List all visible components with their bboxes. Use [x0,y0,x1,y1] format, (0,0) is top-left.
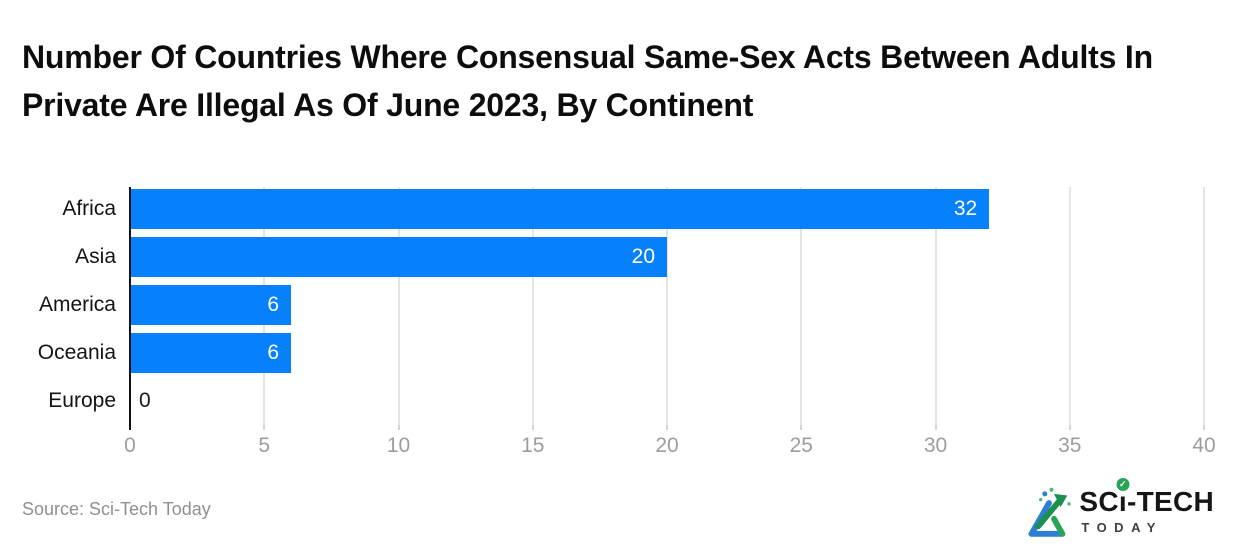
x-axis-tick-mark [934,425,937,430]
gridline [531,187,534,425]
bar-row: 20 [130,237,1204,277]
x-axis-tick-mark [531,425,534,430]
check-icon: ✓ [1116,478,1130,491]
bar [130,189,990,229]
logo-tagline: TODAY [1081,520,1163,535]
x-axis-tick-label: 10 [386,434,411,457]
x-axis-tick-label: 40 [1192,434,1216,457]
bar-value-label: 0 [139,389,151,412]
logo-text: SC ı ✓ -TECH TODAY [1079,478,1214,535]
scitech-today-logo: SC ı ✓ -TECH TODAY [1024,478,1214,540]
logo-triangle-icon [1028,487,1072,537]
bar [130,237,667,277]
source-text: Source: Sci-Tech Today [22,499,211,519]
gridline [934,187,937,425]
gridline [800,187,803,425]
bar-row: 32 [130,189,1204,229]
x-axis-tick-label: 30 [923,434,948,457]
x-axis-tick-label: 20 [655,434,679,457]
gridline [1203,187,1205,425]
bar-row: 6 [130,333,1204,373]
x-axis-tick-mark [263,425,266,430]
logo-wordmark-sc: SC [1079,486,1119,517]
y-axis-label: America [38,293,116,316]
y-axis-label: Oceania [37,341,116,364]
bar-value-label: 6 [267,293,280,316]
bar-value-label: 32 [953,197,978,220]
logo-wordmark: SC ı ✓ -TECH [1079,478,1214,517]
logo-wordmark-tech: -TECH [1126,486,1214,517]
x-axis-tick-label: 15 [521,434,545,457]
y-axis-line [129,187,131,430]
x-axis-tick-mark [800,425,803,430]
bar-value-label: 6 [267,341,280,364]
chart-title: Number Of Countries Where Consensual Sam… [22,39,1153,124]
x-axis-tick-mark [1068,425,1071,430]
plot-area: 32 20 6 6 0 [129,187,1205,430]
bar-row: 0 [130,381,1204,421]
gridline [666,187,668,425]
x-axis: 0 5 10 15 20 25 30 35 40 [124,425,1216,475]
gridline [1068,187,1071,425]
x-axis-tick-label: 5 [258,434,271,457]
x-axis-tick-mark [397,425,400,430]
logo-wordmark-i: ı ✓ [1116,478,1130,517]
bar [130,285,292,325]
bar-value-label: 20 [631,245,655,268]
gridline [397,187,400,425]
x-axis-tick-mark [1203,425,1205,430]
y-axis-label: Asia [75,245,116,268]
bar [130,333,292,373]
y-axis-label: Africa [62,197,116,220]
y-axis-label: Europe [48,389,116,412]
y-axis-labels: Africa Asia America Oceania Europe [0,187,116,425]
x-axis-tick-label: 0 [124,434,136,457]
x-axis-tick-mark [666,425,668,430]
x-axis-tick-label: 35 [1058,434,1082,457]
x-axis-tick-label: 25 [789,434,813,457]
bar-row: 6 [130,285,1204,325]
